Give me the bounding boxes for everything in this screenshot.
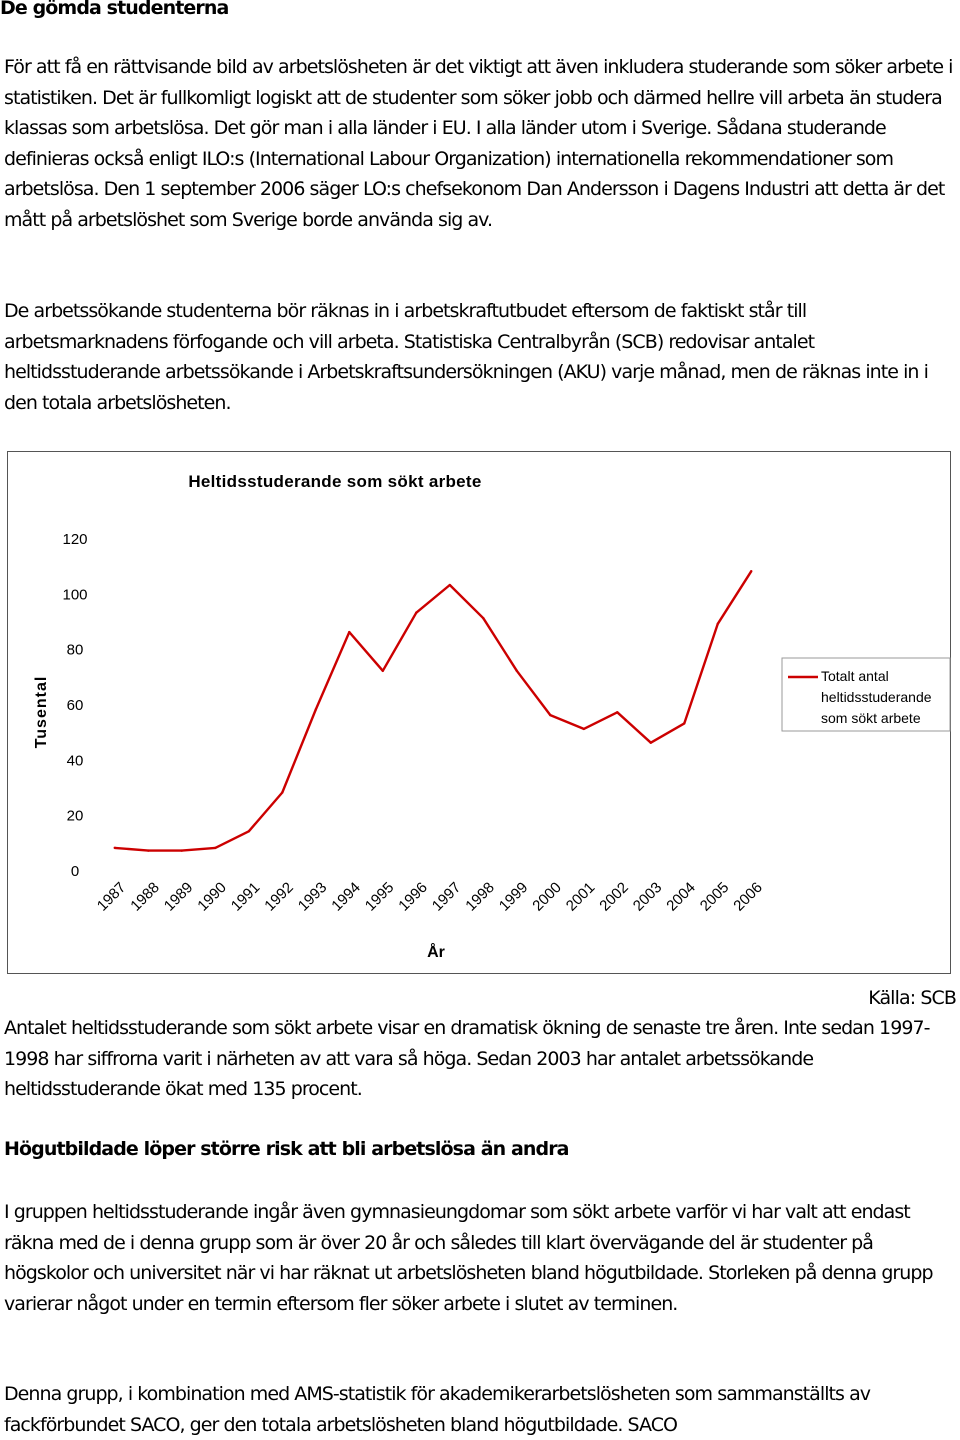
saco-paragraph: Denna grupp, i kombination med AMS-stati… <box>4 1383 871 1436</box>
students-paragraph: De arbetssökande studenterna bör räknas … <box>4 300 929 414</box>
subsection-heading: Högutbildade löper större risk att bli a… <box>4 1138 570 1160</box>
x-tick-label: 1997 <box>429 879 465 915</box>
data-point <box>147 849 150 852</box>
x-tick-label: 1999 <box>496 879 532 915</box>
y-axis-label: Tusental <box>33 676 50 749</box>
data-point <box>549 713 552 717</box>
data-point <box>348 630 351 634</box>
x-tick-label: 1998 <box>462 879 498 915</box>
section-heading: De gömda studenterna <box>0 0 229 19</box>
data-point <box>247 830 250 833</box>
y-tick-label: 100 <box>62 586 87 603</box>
x-tick-label: 2005 <box>697 879 733 915</box>
data-point <box>180 849 183 852</box>
data-point <box>716 622 719 625</box>
y-tick-label: 0 <box>71 863 79 880</box>
data-point <box>281 791 284 794</box>
data-point <box>314 708 317 711</box>
series-layer <box>113 570 753 852</box>
group-paragraph: I gruppen heltidsstuderande ingår även g… <box>4 1201 934 1315</box>
analysis-paragraph: Antalet heltidsstuderande som sökt arbet… <box>4 1017 930 1100</box>
data-point <box>616 711 619 714</box>
legend-label: Totalt antal <box>821 668 889 684</box>
chart-title: Heltidsstuderande som sökt arbete <box>188 472 481 491</box>
y-tick-label: 120 <box>62 531 87 548</box>
chart-canvas: Heltidsstuderande som sökt arbete Tusent… <box>33 472 951 961</box>
data-point <box>415 611 418 614</box>
x-tick-label: 2001 <box>563 879 599 915</box>
legend-label: heltidsstuderande <box>821 689 932 705</box>
y-axis-ticks: 0 20 40 60 80 100 120 <box>62 531 87 880</box>
x-tick-label: 1994 <box>328 879 364 915</box>
data-point <box>683 722 686 725</box>
y-tick-label: 20 <box>67 808 84 825</box>
x-axis-label: År <box>427 942 445 961</box>
x-axis-ticks: 1987198819891990199119921993199419951996… <box>94 879 766 915</box>
x-tick-label: 1993 <box>295 879 331 915</box>
data-point <box>515 669 518 672</box>
legend-label: som sökt arbete <box>821 710 921 726</box>
x-tick-label: 1988 <box>127 879 163 915</box>
data-point <box>482 617 485 620</box>
x-tick-label: 2002 <box>596 879 632 915</box>
x-tick-label: 2006 <box>730 879 766 915</box>
x-tick-label: 1990 <box>194 879 230 915</box>
intro-paragraph: För att få en rättvisande bild av arbets… <box>4 56 953 231</box>
data-point <box>649 741 652 744</box>
y-tick-label: 60 <box>67 697 84 714</box>
x-tick-label: 1989 <box>161 879 197 915</box>
data-point <box>582 727 585 731</box>
data-point <box>448 583 451 587</box>
data-point <box>750 570 753 573</box>
x-tick-label: 2004 <box>663 879 699 915</box>
data-point <box>381 669 384 672</box>
x-tick-label: 1991 <box>228 879 264 915</box>
source-note: Källa: SCB <box>868 987 957 1009</box>
series-line <box>114 570 753 852</box>
y-tick-label: 40 <box>67 752 84 769</box>
x-tick-label: 1992 <box>261 879 297 915</box>
x-tick-label: 1996 <box>395 879 431 915</box>
x-tick-label: 2003 <box>630 879 666 915</box>
data-point <box>214 846 217 850</box>
chart-legend: Totalt antal heltidsstuderande som sökt ar… <box>781 657 951 732</box>
x-tick-label: 1987 <box>94 879 130 915</box>
x-tick-label: 1995 <box>362 879 398 915</box>
y-tick-label: 80 <box>67 642 84 659</box>
legend-box <box>781 657 951 732</box>
x-tick-label: 2000 <box>529 879 565 915</box>
data-point <box>113 846 116 850</box>
line-chart: Heltidsstuderande som sökt arbete Tusent… <box>7 451 951 974</box>
